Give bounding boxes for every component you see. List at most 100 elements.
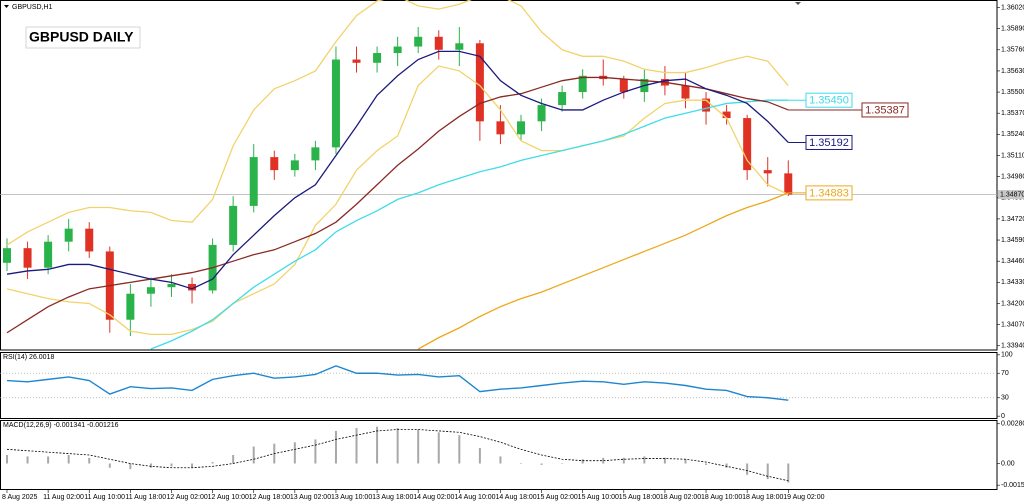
macd-bar bbox=[376, 426, 379, 464]
candle-body bbox=[455, 43, 464, 50]
candle-body bbox=[311, 147, 320, 161]
candle-body bbox=[229, 205, 238, 245]
macd-bar bbox=[232, 455, 235, 464]
candle-body bbox=[249, 157, 258, 206]
indicator-line bbox=[6, 65, 789, 336]
x-tick-label: 12 Aug 18:00 bbox=[249, 494, 290, 501]
rsi-panel bbox=[0, 352, 998, 419]
candle-body bbox=[578, 75, 587, 93]
macd-bar bbox=[622, 457, 625, 464]
candle-body bbox=[23, 248, 32, 268]
y-tick-label: 1.34720 bbox=[1001, 216, 1024, 223]
candle-body bbox=[763, 170, 772, 174]
y-tick-label: 0.00 bbox=[1001, 460, 1015, 467]
candle-body bbox=[373, 53, 382, 63]
macd-bar bbox=[663, 457, 666, 464]
macd-bar bbox=[725, 463, 728, 468]
macd-bar bbox=[581, 459, 584, 464]
macd-bar bbox=[766, 463, 769, 480]
macd-bar bbox=[458, 435, 461, 464]
macd-bar bbox=[293, 442, 296, 464]
macd-bar bbox=[334, 430, 337, 464]
macd-bar bbox=[684, 459, 687, 464]
candle-body bbox=[517, 121, 525, 135]
y-tick-label: 30 bbox=[1001, 395, 1009, 402]
symbol-label: GBPUSD,H1 bbox=[12, 4, 53, 11]
macd-bar bbox=[602, 457, 605, 464]
macd-bar bbox=[437, 432, 440, 464]
candle-body bbox=[352, 59, 361, 63]
x-tick-label: 15 Aug 18:00 bbox=[619, 494, 660, 501]
macd-bar bbox=[6, 455, 8, 464]
macd-title: MACD(12,26,9) -0.001341 -0.001216 bbox=[3, 422, 119, 429]
macd-bar bbox=[561, 463, 564, 464]
y-tick-label: 1.35370 bbox=[1001, 110, 1024, 117]
rsi-title: RSI(14) 26.0018 bbox=[3, 354, 54, 361]
candle-body bbox=[558, 92, 567, 106]
macd-plot bbox=[6, 426, 790, 483]
macd-bar bbox=[746, 463, 749, 475]
x-tick-label: 11 Aug 18:00 bbox=[125, 494, 166, 501]
candle-body bbox=[64, 228, 73, 242]
x-tick-label: 12 Aug 02:00 bbox=[166, 494, 207, 501]
x-tick-label: 15 Aug 10:00 bbox=[578, 494, 619, 501]
y-tick-label: 100 bbox=[1001, 352, 1013, 359]
y-tick-label: 0.002805 bbox=[1001, 421, 1024, 428]
x-tick-label: 13 Aug 10:00 bbox=[331, 494, 372, 501]
candle-body bbox=[537, 105, 546, 122]
current-price-label: 1.34870 bbox=[1000, 191, 1024, 198]
end-label-box bbox=[805, 92, 853, 108]
main-panel bbox=[0, 0, 998, 351]
y-tick-label: 1.34200 bbox=[1001, 300, 1024, 307]
end-label: 1.35387 bbox=[865, 104, 905, 116]
end-label-box bbox=[805, 185, 853, 201]
macd-bar bbox=[478, 447, 481, 464]
x-tick-label: 14 Aug 02:00 bbox=[413, 494, 454, 501]
y-tick-label: 1.34330 bbox=[1001, 279, 1024, 286]
candle-body bbox=[619, 79, 628, 93]
macd-bar bbox=[191, 463, 194, 468]
candle-body bbox=[290, 160, 299, 171]
macd-bar bbox=[417, 429, 420, 464]
candle-body bbox=[414, 36, 423, 47]
y-tick-label: 1.33940 bbox=[1001, 343, 1024, 350]
end-label-box bbox=[805, 134, 853, 150]
x-tick-label: 18 Aug 10:00 bbox=[701, 494, 742, 501]
macd-bar bbox=[540, 463, 543, 465]
candle-body bbox=[167, 283, 176, 288]
macd-bar bbox=[252, 446, 255, 464]
y-tick-label: 1.35240 bbox=[1001, 131, 1024, 138]
macd-bar bbox=[520, 463, 522, 464]
y-tick-label: 1.34070 bbox=[1001, 321, 1024, 328]
candle-body bbox=[496, 121, 505, 135]
y-tick-label: -0.00153 bbox=[1001, 482, 1024, 489]
macd-bar bbox=[149, 463, 152, 468]
candle-body bbox=[743, 118, 752, 171]
candle-body bbox=[126, 293, 135, 320]
x-tick-label: 11 Aug 02:00 bbox=[43, 494, 84, 501]
chart-title: GBPUSD DAILY bbox=[29, 29, 134, 45]
macd-bar bbox=[170, 463, 173, 467]
macd-bar bbox=[26, 456, 29, 464]
y-tick-label: 0 bbox=[1001, 413, 1005, 420]
macd-panel bbox=[0, 420, 998, 490]
candle-body bbox=[434, 36, 443, 50]
candle-body bbox=[3, 248, 11, 263]
candle-body bbox=[85, 228, 94, 252]
y-tick-label: 70 bbox=[1001, 370, 1009, 377]
macd-bar bbox=[129, 463, 132, 470]
macd-bar bbox=[211, 462, 214, 464]
macd-bar bbox=[67, 455, 70, 464]
candle-body bbox=[146, 287, 155, 294]
candle-body bbox=[475, 43, 484, 122]
candle-body bbox=[270, 157, 279, 171]
macd-bar bbox=[47, 456, 50, 464]
end-label-box bbox=[861, 102, 909, 118]
indicator-line bbox=[6, 50, 789, 290]
y-tick-label: 1.36020 bbox=[1001, 4, 1024, 11]
macd-bar bbox=[108, 463, 111, 468]
x-tick-label: 14 Aug 10:00 bbox=[454, 494, 495, 501]
x-tick-label: 8 Aug 2025 bbox=[2, 494, 38, 501]
